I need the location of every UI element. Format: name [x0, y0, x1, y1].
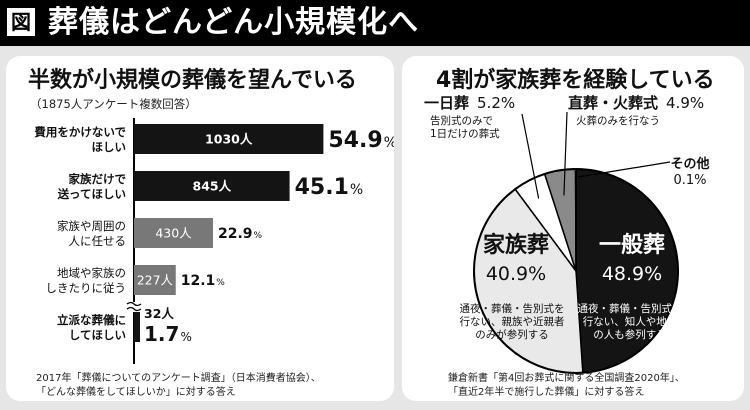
bar-category-label: 人に任せる [69, 234, 127, 248]
bar [134, 312, 140, 342]
pie-label-desc: 1日だけの葬式 [430, 127, 500, 140]
axis-break-mark [126, 306, 142, 312]
bar [134, 265, 176, 295]
pie-leader-line [577, 161, 671, 178]
pie-label-desc: 行ない、知人や地域 [583, 315, 678, 328]
pie-label-name: その他 [670, 156, 709, 172]
pie-label-desc: の人も参列する [593, 328, 667, 341]
bar-percent-label: 22.9% [218, 226, 263, 242]
bar-category-label: 費用をかけないで [34, 125, 126, 139]
pie-label-value: 48.9% [602, 263, 662, 285]
pie-label-name: 家族葬 [483, 232, 549, 258]
pie-outline [473, 168, 679, 374]
page-title: 葬儀はどんどん小規模化へ [48, 5, 420, 40]
bar-category-label: してほしい [69, 328, 126, 342]
bar-count-label: 845人 [193, 179, 232, 194]
bar-category-label: 家族だけで [69, 172, 127, 186]
pie-slice-other [574, 168, 577, 272]
bar-category-label: 地域や家族の [57, 266, 126, 280]
figure-badge: 図 [7, 8, 35, 36]
bar-category-label: 家族や周囲の [57, 219, 126, 233]
bar-category-label: ほしい [92, 140, 127, 154]
bar-count-label: 1030人 [205, 132, 253, 147]
bar [134, 171, 290, 201]
bar-count-label: 227人 [137, 273, 174, 288]
bar-percent-label: 45.1% [295, 175, 364, 200]
survey-note: （1875人アンケート複数回答） [30, 97, 197, 111]
bar-percent-label: 12.1% [181, 273, 226, 289]
bar-percent-label: 54.9% [328, 128, 394, 153]
pie-label-name: 一般葬 [599, 232, 665, 258]
pie-label-desc: 行ない、親族や近親者 [460, 315, 565, 328]
pie-label-value: 40.9% [486, 263, 546, 285]
pie-source-line-1: 鎌倉新書「第4回お葬式に関する全国調査2020年」、 [448, 373, 685, 384]
pie-label-desc: 通夜・葬儀・告別式を [460, 302, 565, 315]
axis-break-mark [126, 301, 142, 307]
bar-category-label: 送ってほしい [57, 187, 126, 201]
pie-leader-line [521, 113, 540, 199]
bar-source-line-1: 2017年「葬儀についてのアンケート調査」（日本消費者協会）、 [36, 373, 321, 384]
header-bar: 図 葬儀はどんどん小規模化へ [0, 0, 750, 46]
pie-source-line-2: 「直近2年半で施行した葬儀」に対する答え [448, 387, 645, 398]
pie-label-name: 一日葬 5.2% [424, 94, 515, 112]
bar-chart-title: 半数が小規模の葬儀を望んでいる [28, 68, 357, 93]
bar-percent-label: 1.7% [144, 322, 192, 346]
pie-chart-panel: 4割が家族葬を経験している 一般葬 48.9% 通夜・葬儀・告別式を 行ない、知人や地… [402, 56, 744, 401]
pie-label-value: 0.1% [673, 173, 706, 188]
bar-source-line-2: 「どんな葬儀をしてほしいか」に対する答え [36, 387, 236, 398]
pie-label-desc: 火葬のみを行なう [576, 114, 660, 127]
bar [134, 218, 214, 248]
bar [134, 124, 324, 154]
pie-chart: 一般葬48.9%通夜・葬儀・告別式を行ない、知人や地域の人も参列する家族葬40.… [424, 94, 710, 374]
axis-break-gap [128, 302, 140, 312]
pie-label-desc: のみが参列する [475, 328, 549, 341]
bar-chart-panel: 半数が小規模の葬儀を望んでいる （1875人アンケート複数回答） 費用をかけない… [6, 56, 394, 401]
bar-count-label: 430人 [155, 226, 192, 241]
pie-leader-line [563, 111, 568, 196]
pie-label-name: 直葬・火葬式 4.9% [568, 94, 704, 112]
bar-category-label: 立派な葬儀に [57, 313, 126, 327]
pie-label-desc: 通夜・葬儀・告別式を [578, 302, 683, 315]
pie-label-desc: 告別式のみで [430, 114, 493, 127]
bar-count-label: 32人 [144, 306, 174, 321]
bar-category-label: しきたりに従う [46, 281, 127, 295]
pie-chart-title: 4割が家族葬を経験している [436, 68, 715, 93]
